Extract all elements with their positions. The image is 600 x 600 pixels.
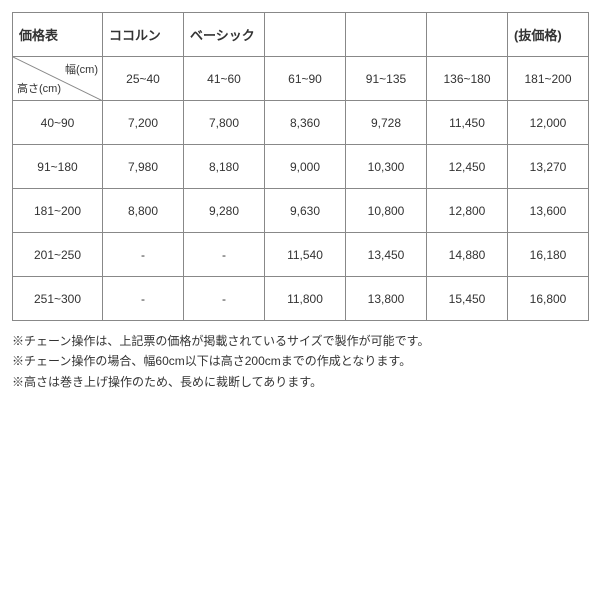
price-table: 価格表 ココルン ベーシック (抜価格) 幅(cm) 高さ(cm) 25~40 … <box>12 12 589 321</box>
price-cell: 7,980 <box>103 145 184 189</box>
price-cell: 9,630 <box>265 189 346 233</box>
width-col: 136~180 <box>427 57 508 101</box>
price-cell: 13,600 <box>508 189 589 233</box>
price-cell: - <box>184 277 265 321</box>
width-col: 25~40 <box>103 57 184 101</box>
width-col: 61~90 <box>265 57 346 101</box>
table-row: 181~200 8,800 9,280 9,630 10,800 12,800 … <box>13 189 589 233</box>
note-line: ※チェーン操作の場合、幅60cm以下は高さ200cmまでの作成となります。 <box>12 351 588 371</box>
price-cell: 15,450 <box>427 277 508 321</box>
diagonal-header: 幅(cm) 高さ(cm) <box>13 57 103 101</box>
table-header-row: 価格表 ココルン ベーシック (抜価格) <box>13 13 589 57</box>
price-cell: 12,450 <box>427 145 508 189</box>
height-label: 251~300 <box>13 277 103 321</box>
width-header-row: 幅(cm) 高さ(cm) 25~40 41~60 61~90 91~135 13… <box>13 57 589 101</box>
blank-header <box>427 13 508 57</box>
height-label: 91~180 <box>13 145 103 189</box>
price-cell: 12,000 <box>508 101 589 145</box>
table-row: 201~250 - - 11,540 13,450 14,880 16,180 <box>13 233 589 277</box>
price-cell: 7,800 <box>184 101 265 145</box>
notes-section: ※チェーン操作は、上記票の価格が掲載されているサイズで製作が可能です。 ※チェー… <box>12 331 588 392</box>
height-label: 201~250 <box>13 233 103 277</box>
price-cell: - <box>184 233 265 277</box>
price-cell: 13,270 <box>508 145 589 189</box>
width-axis-label: 幅(cm) <box>65 61 98 77</box>
price-cell: 9,000 <box>265 145 346 189</box>
price-note: (抜価格) <box>508 13 589 57</box>
height-axis-label: 高さ(cm) <box>17 80 61 96</box>
price-cell: 16,180 <box>508 233 589 277</box>
width-col: 181~200 <box>508 57 589 101</box>
price-cell: 7,200 <box>103 101 184 145</box>
blank-header <box>346 13 427 57</box>
note-line: ※チェーン操作は、上記票の価格が掲載されているサイズで製作が可能です。 <box>12 331 588 351</box>
brand-1: ココルン <box>103 13 184 57</box>
table-title: 価格表 <box>13 13 103 57</box>
table-row: 40~90 7,200 7,800 8,360 9,728 11,450 12,… <box>13 101 589 145</box>
width-col: 41~60 <box>184 57 265 101</box>
price-cell: 16,800 <box>508 277 589 321</box>
price-cell: 8,180 <box>184 145 265 189</box>
price-cell: 11,450 <box>427 101 508 145</box>
price-cell: 11,540 <box>265 233 346 277</box>
price-cell: 8,800 <box>103 189 184 233</box>
price-cell: 9,280 <box>184 189 265 233</box>
height-label: 40~90 <box>13 101 103 145</box>
price-cell: 13,450 <box>346 233 427 277</box>
price-cell: 11,800 <box>265 277 346 321</box>
brand-2: ベーシック <box>184 13 265 57</box>
price-cell: 12,800 <box>427 189 508 233</box>
price-cell: 14,880 <box>427 233 508 277</box>
price-cell: 9,728 <box>346 101 427 145</box>
price-cell: 8,360 <box>265 101 346 145</box>
table-row: 251~300 - - 11,800 13,800 15,450 16,800 <box>13 277 589 321</box>
price-cell: - <box>103 233 184 277</box>
price-cell: - <box>103 277 184 321</box>
height-label: 181~200 <box>13 189 103 233</box>
width-col: 91~135 <box>346 57 427 101</box>
price-cell: 13,800 <box>346 277 427 321</box>
table-row: 91~180 7,980 8,180 9,000 10,300 12,450 1… <box>13 145 589 189</box>
price-cell: 10,800 <box>346 189 427 233</box>
note-line: ※高さは巻き上げ操作のため、長めに裁断してあります。 <box>12 372 588 392</box>
price-cell: 10,300 <box>346 145 427 189</box>
blank-header <box>265 13 346 57</box>
